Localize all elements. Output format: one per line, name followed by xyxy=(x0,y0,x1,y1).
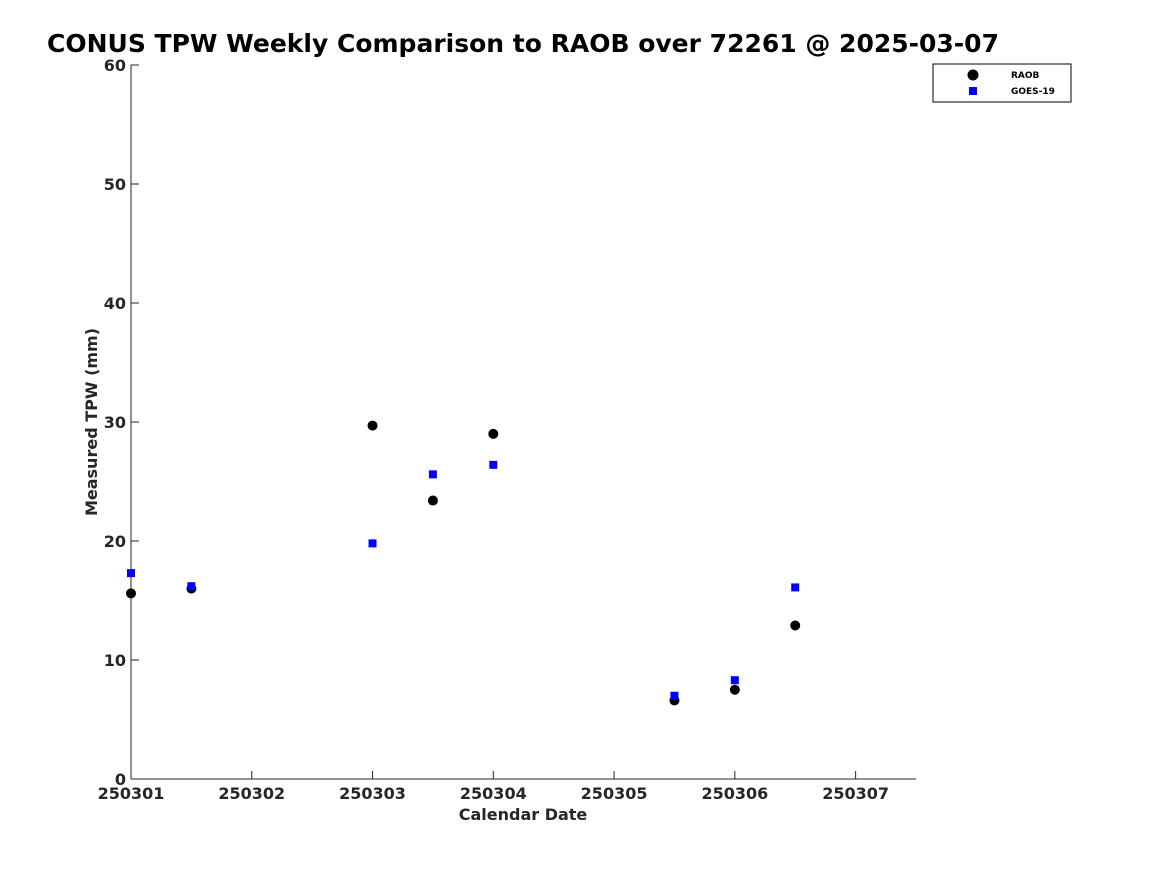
legend-box xyxy=(932,63,1072,103)
data-point-goes19 xyxy=(127,569,135,578)
y-tick-label: 50 xyxy=(104,175,126,194)
data-point-goes19 xyxy=(187,582,196,591)
data-point-raob xyxy=(367,420,378,431)
legend-marker-goes19 xyxy=(969,87,977,95)
data-point-raob xyxy=(427,495,438,506)
y-tick-label: 60 xyxy=(104,56,126,75)
legend-label-goes19: GOES-19 xyxy=(1011,87,1055,97)
data-point-goes19 xyxy=(428,470,437,479)
data-point-raob xyxy=(729,684,740,695)
data-points xyxy=(126,420,801,706)
data-point-goes19 xyxy=(489,460,498,469)
x-tick-label: 250304 xyxy=(460,784,527,803)
x-tick-label: 250301 xyxy=(98,784,165,803)
data-point-goes19 xyxy=(368,539,377,548)
x-tick-label: 250305 xyxy=(581,784,648,803)
legend: RAOB GOES-19 xyxy=(932,63,1072,103)
data-point-goes19 xyxy=(670,691,679,700)
y-tick-label: 0 xyxy=(115,770,126,789)
legend-label-raob: RAOB xyxy=(1011,71,1040,81)
y-axis-label: Measured TPW (mm) xyxy=(82,328,101,516)
data-point-raob xyxy=(488,428,499,439)
x-tick-label: 250302 xyxy=(218,784,285,803)
x-tick-label: 250303 xyxy=(339,784,406,803)
x-axis-label: Calendar Date xyxy=(459,805,588,824)
y-tick-label: 30 xyxy=(104,413,126,432)
y-tick-label: 40 xyxy=(104,294,126,313)
chart-title: CONUS TPW Weekly Comparison to RAOB over… xyxy=(47,29,999,58)
legend-marker-raob xyxy=(967,69,979,81)
data-point-raob xyxy=(790,620,801,631)
data-point-goes19 xyxy=(730,676,739,685)
x-tick-label: 250306 xyxy=(701,784,768,803)
y-tick-label: 20 xyxy=(104,532,126,551)
y-tick-label: 10 xyxy=(104,651,126,670)
x-tick-label: 250307 xyxy=(822,784,889,803)
data-point-raob xyxy=(126,588,136,599)
data-point-goes19 xyxy=(791,583,800,592)
axis-ticks: 250301 250302 250303 250304 250305 250306 2503… xyxy=(98,56,889,803)
